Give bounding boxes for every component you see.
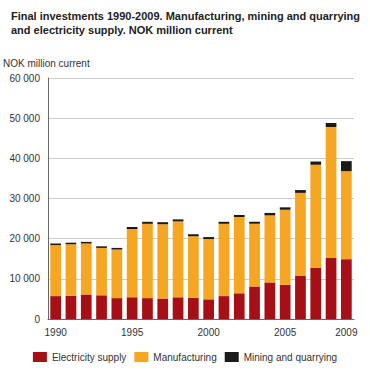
svg-text:40 000: 40 000	[9, 153, 40, 164]
svg-text:NOK million current: NOK million current	[3, 58, 90, 69]
svg-text:20 000: 20 000	[9, 233, 40, 244]
svg-text:0: 0	[34, 314, 40, 325]
svg-text:2005: 2005	[274, 327, 297, 338]
svg-text:Electricity supply: Electricity supply	[52, 352, 126, 363]
svg-text:1990: 1990	[45, 327, 68, 338]
svg-text:50 000: 50 000	[9, 113, 40, 124]
svg-text:10 000: 10 000	[9, 273, 40, 284]
svg-text:2000: 2000	[198, 327, 221, 338]
svg-text:1995: 1995	[121, 327, 144, 338]
svg-text:and electricity supply. NOK mi: and electricity supply. NOK million curr…	[11, 24, 233, 36]
svg-text:Manufacturing: Manufacturing	[153, 352, 216, 363]
svg-text:Final investments 1990-2009. M: Final investments 1990-2009. Manufacturi…	[11, 10, 363, 22]
svg-text:2009: 2009	[335, 327, 358, 338]
svg-text:Mining and quarrying: Mining and quarrying	[244, 352, 337, 363]
svg-text:60 000: 60 000	[9, 73, 40, 84]
svg-text:30 000: 30 000	[9, 193, 40, 204]
